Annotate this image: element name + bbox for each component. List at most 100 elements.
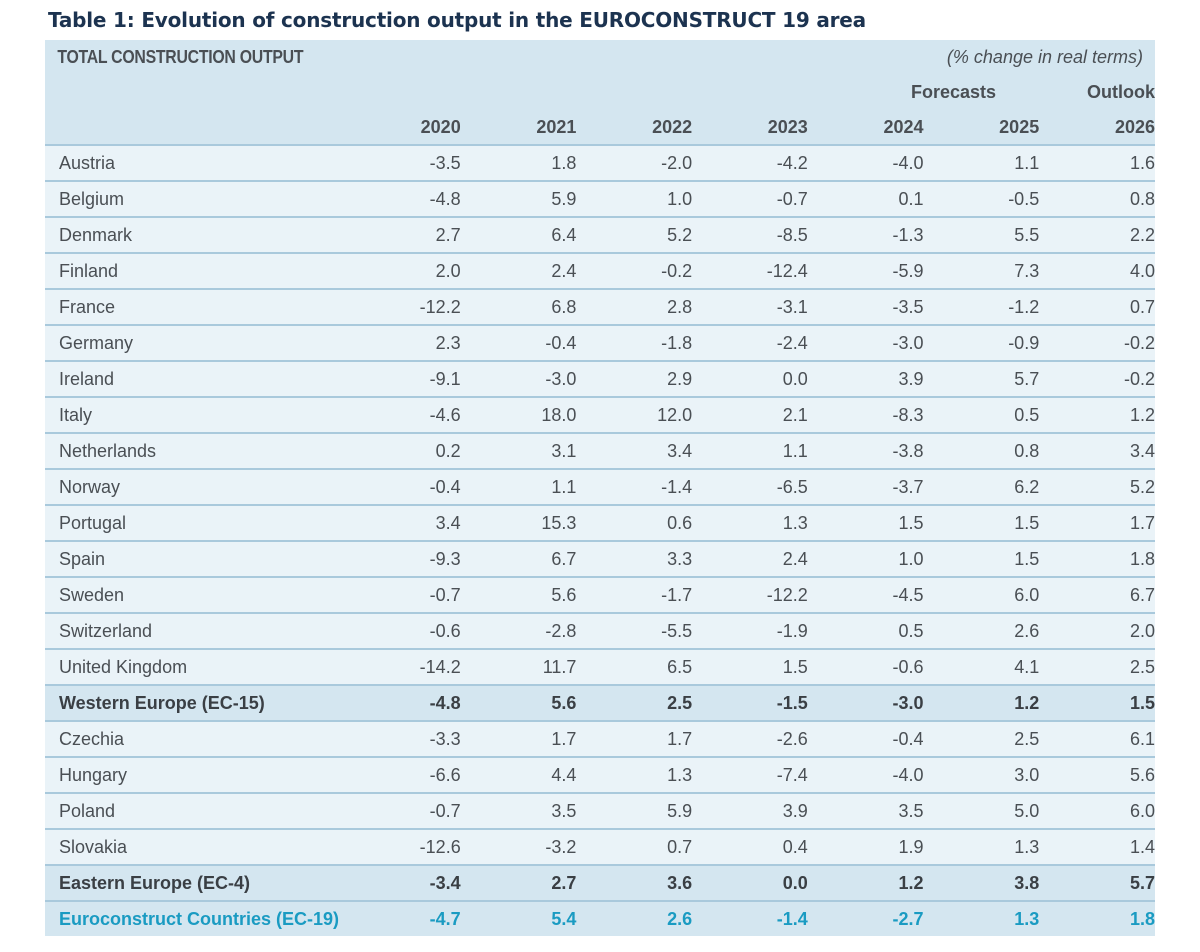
value-cell-2025: -0.5	[923, 181, 1040, 218]
value-cell-2026: 2.0	[1039, 613, 1155, 650]
value-cell-2026: 3.4	[1039, 433, 1155, 470]
value-cell-2023: -1.9	[692, 613, 808, 650]
value-cell-2024: -3.5	[807, 289, 924, 326]
value-cell-2022: 3.3	[576, 541, 693, 578]
value-cell-2024: 3.5	[807, 793, 924, 830]
header-row-years: 2020 2021 2022 2023 2024 2025 2026	[45, 110, 1155, 146]
value-cell-2023: -1.4	[692, 901, 808, 936]
value-cell-2025: 3.0	[923, 757, 1040, 794]
value-cell-2021: 3.5	[460, 793, 577, 830]
table-title: Table 1: Evolution of construction outpu…	[48, 8, 866, 32]
row-name: Netherlands	[45, 433, 345, 470]
value-cell-2022: -2.0	[576, 145, 693, 182]
value-cell-2024: -3.7	[807, 469, 924, 506]
value-cell-2020: -3.5	[345, 145, 461, 182]
value-cell-2025: 1.3	[923, 829, 1040, 866]
value-cell-2021: 3.1	[460, 433, 577, 470]
value-cell-2022: 6.5	[576, 649, 693, 686]
value-cell-2025: 3.8	[923, 865, 1040, 902]
value-cell-2024: 0.5	[807, 613, 924, 650]
value-cell-2023: 1.3	[692, 505, 808, 542]
value-cell-2025: 2.5	[923, 721, 1040, 758]
value-cell-2025: 1.2	[923, 685, 1040, 722]
value-cell-2020: -12.6	[345, 829, 461, 866]
table-row: Spain -9.3 6.7 3.3 2.4 1.0 1.5 1.8	[45, 541, 1155, 578]
value-cell-2024: 1.2	[807, 865, 924, 902]
table-row: France -12.2 6.8 2.8 -3.1 -3.5 -1.2 0.7	[45, 289, 1155, 326]
value-cell-2020: -3.4	[345, 865, 461, 902]
value-cell-2023: -12.4	[692, 253, 808, 290]
value-cell-2023: 2.4	[692, 541, 808, 578]
value-cell-2021: 2.4	[460, 253, 577, 290]
table-row: Denmark 2.7 6.4 5.2 -8.5 -1.3 5.5 2.2	[45, 217, 1155, 254]
value-cell-2022: -1.4	[576, 469, 693, 506]
value-cell-2020: -0.7	[345, 577, 461, 614]
row-name: Austria	[45, 145, 345, 182]
year-header-2024: 2024	[807, 110, 924, 146]
value-cell-2026: 5.6	[1039, 757, 1155, 794]
value-cell-2023: -2.4	[692, 325, 808, 362]
value-cell-2022: 2.6	[576, 901, 693, 936]
value-cell-2021: 1.8	[460, 145, 577, 182]
row-name: Belgium	[45, 181, 345, 218]
row-name: Slovakia	[45, 829, 345, 866]
value-cell-2022: 12.0	[576, 397, 693, 434]
value-cell-2025: 5.5	[923, 217, 1040, 254]
value-cell-2026: 6.0	[1039, 793, 1155, 830]
value-cell-2024: -0.6	[807, 649, 924, 686]
value-cell-2025: 0.5	[923, 397, 1040, 434]
value-cell-2022: -1.8	[576, 325, 693, 362]
value-cell-2023: 2.1	[692, 397, 808, 434]
subtotal-row: Eastern Europe (EC-4) -3.4 2.7 3.6 0.0 1.2 3.8…	[45, 865, 1155, 902]
value-cell-2022: 2.8	[576, 289, 693, 326]
row-name: Finland	[45, 253, 345, 290]
value-cell-2020: 0.2	[345, 433, 461, 470]
value-cell-2021: 5.6	[460, 577, 577, 614]
value-cell-2021: 5.9	[460, 181, 577, 218]
group-outlook: Outlook	[1039, 75, 1155, 110]
table-row: Ireland -9.1 -3.0 2.9 0.0 3.9 5.7 -0.2	[45, 361, 1155, 398]
value-cell-2026: 4.0	[1039, 253, 1155, 290]
year-header-2022: 2022	[576, 110, 693, 146]
value-cell-2020: -6.6	[345, 757, 461, 794]
value-cell-2022: 3.6	[576, 865, 693, 902]
value-cell-2020: -12.2	[345, 289, 461, 326]
value-cell-2025: 1.3	[923, 901, 1040, 936]
value-cell-2022: 5.9	[576, 793, 693, 830]
value-cell-2021: 6.8	[460, 289, 577, 326]
value-cell-2020: -9.3	[345, 541, 461, 578]
value-cell-2021: -0.4	[460, 325, 577, 362]
value-cell-2024: -3.0	[807, 325, 924, 362]
value-cell-2024: -4.0	[807, 145, 924, 182]
value-cell-2026: 2.2	[1039, 217, 1155, 254]
table-row: Norway -0.4 1.1 -1.4 -6.5 -3.7 6.2 5.2	[45, 469, 1155, 506]
value-cell-2023: -7.4	[692, 757, 808, 794]
value-cell-2026: 1.7	[1039, 505, 1155, 542]
value-cell-2021: 18.0	[460, 397, 577, 434]
value-cell-2024: -2.7	[807, 901, 924, 936]
value-cell-2023: 0.0	[692, 361, 808, 398]
value-cell-2021: 4.4	[460, 757, 577, 794]
value-cell-2025: 5.0	[923, 793, 1040, 830]
value-cell-2024: 1.5	[807, 505, 924, 542]
group-forecasts: Forecasts	[807, 75, 1040, 110]
value-cell-2026: 5.2	[1039, 469, 1155, 506]
value-cell-2022: 1.7	[576, 721, 693, 758]
value-cell-2024: -5.9	[807, 253, 924, 290]
row-name: Ireland	[45, 361, 345, 398]
value-cell-2026: 0.7	[1039, 289, 1155, 326]
row-name: Poland	[45, 793, 345, 830]
value-cell-2023: -2.6	[692, 721, 808, 758]
value-cell-2025: -1.2	[923, 289, 1040, 326]
value-cell-2023: 1.1	[692, 433, 808, 470]
row-name: Spain	[45, 541, 345, 578]
value-cell-2023: -0.7	[692, 181, 808, 218]
total-row: Euroconstruct Countries (EC-19) -4.7 5.4 2.…	[45, 901, 1155, 936]
value-cell-2022: -0.2	[576, 253, 693, 290]
value-cell-2021: 5.6	[460, 685, 577, 722]
value-cell-2024: -8.3	[807, 397, 924, 434]
value-cell-2024: -3.0	[807, 685, 924, 722]
table-row: Italy -4.6 18.0 12.0 2.1 -8.3 0.5 1.2	[45, 397, 1155, 434]
value-cell-2020: -4.8	[345, 181, 461, 218]
value-cell-2025: 7.3	[923, 253, 1040, 290]
